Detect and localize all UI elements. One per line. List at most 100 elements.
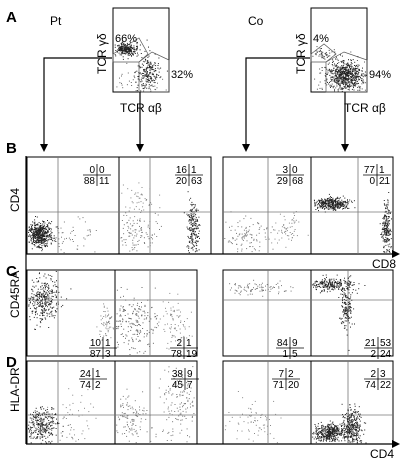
event-dot xyxy=(228,240,230,242)
event-dot xyxy=(340,79,342,81)
event-dot xyxy=(344,206,346,208)
event-dot xyxy=(47,231,49,233)
event-dot xyxy=(149,82,151,84)
event-dot xyxy=(139,351,141,353)
event-dot xyxy=(126,402,128,404)
event-dot xyxy=(331,432,333,433)
event-dot xyxy=(283,224,285,226)
event-dot xyxy=(35,308,37,310)
event-dot xyxy=(260,225,262,227)
event-dot xyxy=(182,324,184,325)
event-dot xyxy=(349,71,351,72)
event-dot xyxy=(141,229,143,231)
d-co-ab-plot xyxy=(310,360,394,445)
event-dot xyxy=(36,231,38,233)
event-dot xyxy=(356,60,358,61)
event-dot xyxy=(336,203,338,205)
event-dot xyxy=(321,206,323,208)
event-dot xyxy=(41,413,43,415)
event-dot xyxy=(284,219,286,221)
event-dot xyxy=(131,323,133,325)
event-dot xyxy=(328,49,330,51)
event-dot xyxy=(198,249,200,251)
panel-label-d: D xyxy=(6,354,17,371)
event-dot xyxy=(125,50,127,52)
event-dot xyxy=(328,62,330,64)
event-dot xyxy=(136,45,138,47)
event-dot xyxy=(326,286,328,288)
event-dot xyxy=(167,342,169,344)
event-dot xyxy=(358,69,360,71)
event-dot xyxy=(384,251,386,253)
event-dot xyxy=(29,316,31,318)
event-dot xyxy=(331,70,332,72)
event-dot xyxy=(44,237,46,239)
event-dot xyxy=(281,231,283,233)
event-dot xyxy=(124,47,126,49)
event-dot xyxy=(129,52,131,54)
event-dot xyxy=(341,305,343,307)
event-dot xyxy=(388,239,389,241)
event-dot xyxy=(318,210,319,212)
event-dot xyxy=(166,347,168,349)
event-dot xyxy=(336,427,338,429)
event-dot xyxy=(241,243,243,245)
event-dot xyxy=(44,232,46,234)
event-dot xyxy=(37,236,39,238)
event-dot xyxy=(347,72,349,74)
event-dot xyxy=(46,301,48,303)
event-dot xyxy=(190,197,192,199)
event-dot xyxy=(78,415,80,417)
event-dot xyxy=(103,311,105,312)
event-dot xyxy=(324,426,326,427)
event-dot xyxy=(30,229,32,231)
event-dot xyxy=(130,429,132,431)
event-dot xyxy=(42,439,44,441)
event-dot xyxy=(384,228,385,230)
event-dot xyxy=(350,51,352,53)
event-dot xyxy=(328,432,330,434)
event-dot xyxy=(144,315,146,317)
event-dot xyxy=(180,391,182,393)
event-dot xyxy=(139,331,141,333)
event-dot xyxy=(146,72,148,74)
event-dot xyxy=(127,48,129,50)
event-dot xyxy=(141,193,143,195)
event-dot xyxy=(333,285,335,287)
event-dot xyxy=(180,311,181,313)
event-dot xyxy=(48,295,50,297)
event-dot xyxy=(316,46,318,48)
event-dot xyxy=(349,310,351,312)
event-dot xyxy=(50,421,52,423)
event-dot xyxy=(246,248,248,250)
event-dot xyxy=(42,310,44,312)
event-dot xyxy=(108,320,109,322)
event-dot xyxy=(342,298,343,300)
event-dot xyxy=(194,234,196,236)
event-dot xyxy=(191,219,193,221)
event-dot xyxy=(34,221,36,223)
event-dot xyxy=(347,310,349,312)
event-dot xyxy=(248,229,250,231)
event-dot xyxy=(343,204,345,206)
event-dot xyxy=(139,65,140,67)
event-dot xyxy=(318,199,319,201)
event-dot xyxy=(191,247,193,249)
event-dot xyxy=(387,240,389,242)
event-dot xyxy=(335,437,337,439)
event-dot xyxy=(345,310,347,312)
event-dot xyxy=(128,321,130,323)
event-dot xyxy=(323,290,325,292)
event-dot xyxy=(134,400,136,402)
event-dot xyxy=(148,79,150,81)
event-dot xyxy=(331,426,333,428)
event-dot xyxy=(45,226,47,228)
event-dot xyxy=(130,49,132,51)
event-dot xyxy=(164,394,166,396)
event-dot xyxy=(156,75,158,77)
event-dot xyxy=(343,78,345,80)
event-dot xyxy=(43,238,45,240)
event-dot xyxy=(347,80,349,82)
event-dot xyxy=(384,225,386,227)
event-dot xyxy=(278,239,280,241)
